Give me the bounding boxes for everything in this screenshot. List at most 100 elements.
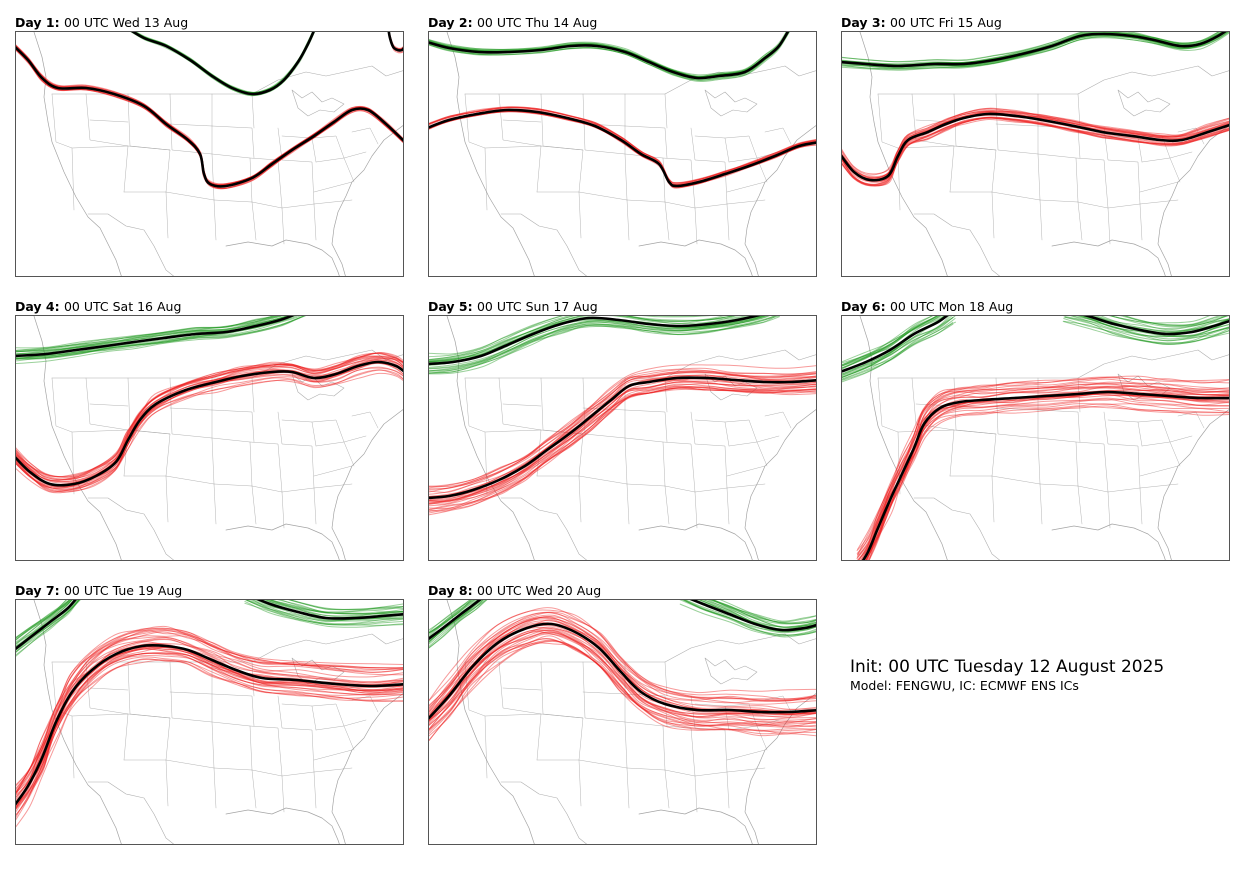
ensemble-member-line bbox=[16, 652, 403, 810]
ensemble-member-line bbox=[16, 600, 80, 656]
ensemble-member-line bbox=[429, 631, 816, 730]
great-lakes bbox=[704, 657, 758, 685]
coastline bbox=[859, 316, 948, 560]
ensemble-mean-line bbox=[861, 390, 1229, 560]
coastline bbox=[744, 409, 816, 560]
ensemble-member-line bbox=[429, 383, 816, 502]
state-border bbox=[764, 695, 792, 713]
ensemble-member-line bbox=[16, 316, 299, 360]
ensemble-member-line bbox=[16, 316, 307, 359]
state-border bbox=[582, 377, 628, 485]
ensemble-member-line bbox=[429, 600, 472, 638]
ensemble-member-line bbox=[429, 316, 780, 374]
panel-valid-time: 00 UTC Mon 18 Aug bbox=[889, 299, 1014, 314]
ensemble-member-line bbox=[842, 110, 1229, 179]
coastline bbox=[500, 781, 587, 844]
ensemble-member-line bbox=[280, 600, 403, 615]
ensemble-member-line bbox=[16, 352, 403, 480]
ensemble-member-line bbox=[16, 355, 403, 478]
state-border bbox=[484, 713, 542, 717]
coastline bbox=[225, 239, 340, 276]
ensemble-member-line bbox=[865, 397, 1229, 560]
state-border bbox=[764, 127, 792, 145]
coastline bbox=[446, 32, 535, 276]
ensemble-member-line bbox=[429, 364, 816, 493]
ensemble-member-line bbox=[679, 603, 816, 637]
ensemble-member-line bbox=[429, 607, 816, 705]
ensemble-member-line bbox=[16, 362, 403, 482]
state-border bbox=[1177, 127, 1205, 145]
state-border bbox=[726, 771, 730, 809]
ensemble-member-line bbox=[1092, 316, 1229, 333]
ensemble-member-line bbox=[842, 323, 954, 381]
ensemble-member-line bbox=[429, 32, 787, 76]
ensemble-member-line bbox=[16, 600, 68, 641]
ensemble-member-line bbox=[429, 367, 816, 488]
state-border bbox=[662, 441, 696, 493]
ensemble-member-line bbox=[429, 386, 816, 509]
ensemble-member-line bbox=[429, 32, 790, 83]
panel-title: Day 6: 00 UTC Mon 18 Aug bbox=[841, 299, 1014, 314]
ensemble-member-line bbox=[856, 393, 1229, 560]
spaghetti-map bbox=[429, 32, 816, 276]
state-border bbox=[1139, 465, 1179, 477]
ensemble-member-line bbox=[682, 600, 816, 634]
ensemble-member-line bbox=[16, 625, 403, 789]
ensemble-member-line bbox=[1119, 316, 1228, 327]
ensemble-member-line bbox=[16, 631, 403, 794]
ensemble-member-line bbox=[16, 48, 403, 188]
ensemble-member-line bbox=[429, 600, 488, 649]
ensemble-member-line bbox=[429, 611, 816, 713]
ensemble-member-line bbox=[16, 49, 403, 189]
ensemble-member-line bbox=[712, 600, 816, 624]
spaghetti-map bbox=[842, 316, 1229, 560]
state-border bbox=[1037, 377, 1079, 487]
panel-valid-time: 00 UTC Wed 13 Aug bbox=[63, 15, 189, 30]
state-border bbox=[281, 703, 317, 731]
state-border bbox=[71, 713, 129, 717]
ensemble-member-line bbox=[429, 110, 816, 189]
state-border bbox=[249, 725, 283, 777]
state-border bbox=[664, 93, 668, 129]
state-border bbox=[169, 93, 215, 201]
great-lakes bbox=[1117, 89, 1171, 117]
state-border bbox=[1107, 491, 1111, 529]
ensemble-member-line bbox=[842, 32, 1220, 63]
ensemble-member-line bbox=[842, 107, 1229, 179]
state-border bbox=[728, 725, 768, 751]
state-border bbox=[351, 695, 379, 713]
ensemble-member-line bbox=[429, 374, 816, 498]
ensemble-member-line bbox=[842, 317, 954, 373]
ensemble-member-line bbox=[16, 352, 403, 481]
state-border bbox=[251, 485, 257, 525]
ensemble-member-line bbox=[16, 600, 71, 643]
ensemble-member-line bbox=[287, 600, 403, 611]
ensemble-member-line bbox=[429, 616, 816, 716]
ensemble-member-line bbox=[16, 636, 403, 794]
state-border bbox=[351, 127, 379, 145]
state-border bbox=[995, 377, 1041, 485]
state-border bbox=[127, 429, 171, 435]
ensemble-member-line bbox=[429, 106, 816, 184]
ensemble-member-line bbox=[16, 316, 276, 353]
ensemble-member-line bbox=[16, 600, 70, 640]
ensemble-member-line bbox=[429, 110, 816, 188]
state-border bbox=[277, 695, 315, 773]
ensemble-member-line bbox=[706, 600, 816, 629]
ensemble-member-line bbox=[429, 377, 816, 497]
ensemble-member-line bbox=[429, 106, 816, 185]
state-border bbox=[211, 693, 255, 727]
country-border bbox=[464, 633, 816, 663]
ensemble-member-line bbox=[16, 316, 304, 365]
ensemble-member-line bbox=[858, 386, 1229, 560]
base-map bbox=[446, 316, 816, 560]
state-border bbox=[351, 411, 379, 429]
state-border bbox=[1037, 409, 1081, 443]
ensemble-member-line bbox=[16, 316, 295, 359]
ensemble-member-line bbox=[861, 387, 1229, 560]
contour-bundle bbox=[842, 107, 1229, 187]
state-border bbox=[1177, 411, 1205, 429]
ensemble-member-line bbox=[842, 108, 1229, 178]
ensemble-member-line bbox=[429, 380, 816, 504]
ensemble-member-line bbox=[842, 116, 1229, 186]
